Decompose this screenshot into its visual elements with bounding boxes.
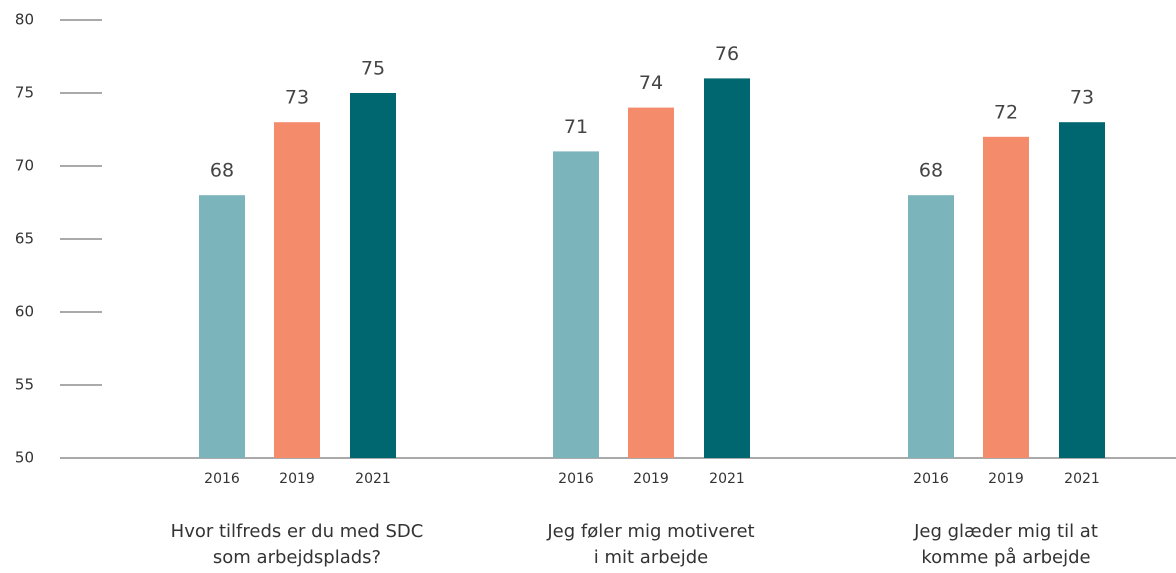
bar — [199, 195, 245, 458]
value-label: 76 — [715, 43, 739, 65]
y-tick-label: 75 — [15, 84, 34, 102]
bar — [908, 195, 954, 458]
category-label: Jeg glæder mig til at — [913, 521, 1098, 542]
category-label: komme på arbejde — [921, 547, 1090, 568]
series-label: 2021 — [1064, 471, 1100, 487]
series-label: 2019 — [279, 471, 315, 487]
bar — [553, 151, 599, 458]
value-label: 74 — [639, 72, 663, 94]
category-label: i mit arbejde — [594, 547, 708, 568]
bar — [274, 122, 320, 458]
y-tick-label: 70 — [15, 157, 34, 175]
y-tick-label: 60 — [15, 303, 34, 321]
y-tick-label: 55 — [15, 376, 34, 394]
value-label: 71 — [564, 116, 588, 138]
value-label: 73 — [1070, 87, 1094, 109]
series-label: 2016 — [204, 471, 240, 487]
bar — [350, 93, 396, 458]
series-label: 2021 — [709, 471, 745, 487]
category-label: Hvor tilfreds er du med SDC — [171, 521, 424, 542]
bar — [1059, 122, 1105, 458]
bar — [628, 107, 674, 458]
category-label: som arbejdsplads? — [213, 547, 381, 568]
series-label: 2021 — [355, 471, 391, 487]
series-label: 2019 — [633, 471, 669, 487]
value-label: 68 — [210, 160, 234, 182]
value-label: 72 — [994, 101, 1018, 123]
series-label: 2016 — [913, 471, 949, 487]
bar — [983, 136, 1029, 459]
y-tick-label: 50 — [15, 449, 34, 467]
category-label: Jeg føler mig motiveret — [546, 521, 754, 542]
series-label: 2019 — [988, 471, 1024, 487]
value-label: 68 — [919, 160, 943, 182]
value-label: 75 — [361, 58, 385, 80]
y-tick-label: 80 — [15, 11, 34, 29]
y-tick-label: 65 — [15, 230, 34, 248]
bar — [704, 78, 750, 459]
value-label: 73 — [285, 87, 309, 109]
series-label: 2016 — [558, 471, 594, 487]
